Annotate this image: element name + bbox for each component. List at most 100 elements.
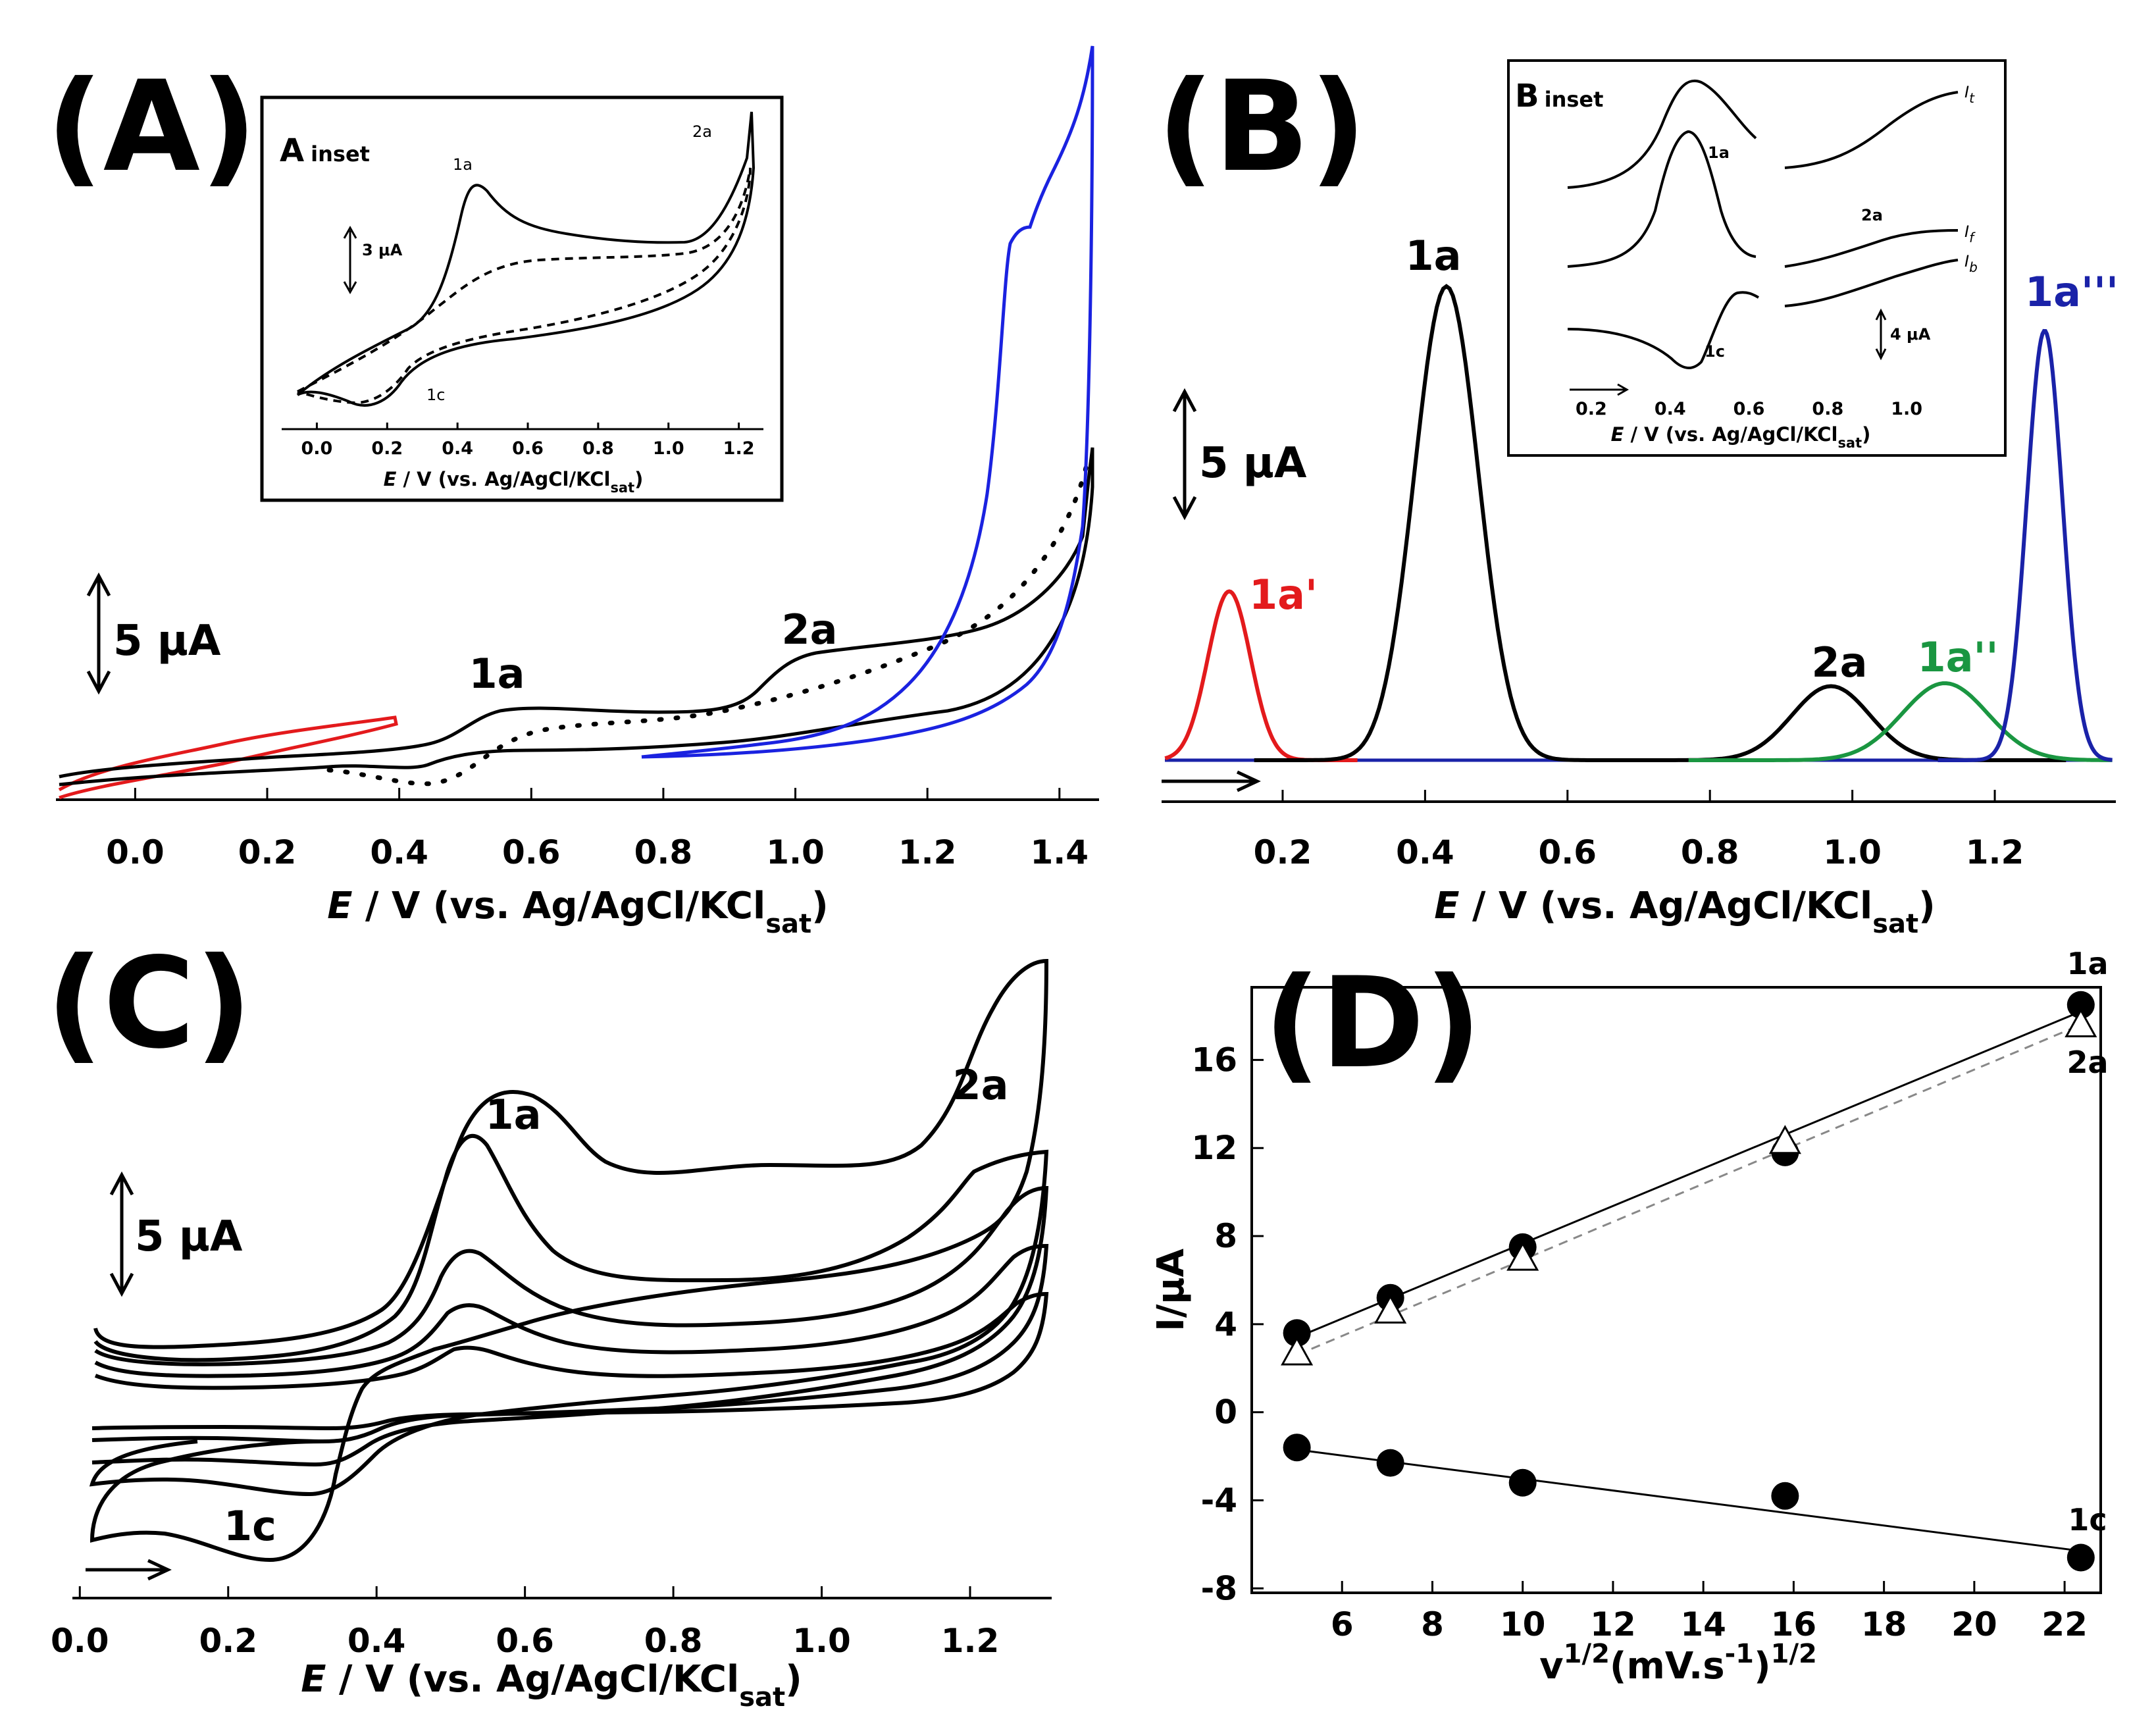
panel-a-black-cv (59, 447, 1094, 787)
panel-d: (D) 6 8 10 12 14 16 18 20 22 -8 -4 0 4 8 12 16 I/μA v1… (1150, 946, 2109, 1688)
panel-b-curve-2a (1596, 684, 2066, 762)
panel-a-inset-dashed-cv (297, 167, 752, 405)
panel-b-inset-curve-it (1567, 79, 1757, 189)
panel-d-x-axis-title: v1/2(mV.s-1)1/2 (1539, 1639, 1817, 1688)
panel-c-scale-label: 5 μA (135, 1212, 243, 1261)
panel-a-x-axis-title: E / V (vs. Ag/AgCl/KClsat) (327, 885, 828, 939)
panel-b-inset-label-ib: Ib (1964, 252, 1978, 275)
panel-d-y-tick-label: -4 (1200, 1481, 1237, 1519)
panel-b: (B) 0.2 0.4 0.6 0.8 1.0 1.2 E / V (vs. Ag/AgC… (1157, 54, 2118, 939)
panel-d-point-2a (1768, 1125, 1801, 1154)
panel-a-dotted-cv (326, 452, 1092, 787)
panel-a-inset-x-tick-label: 0.0 (301, 438, 333, 459)
panel-b-x-tick-label: 0.8 (1681, 833, 1739, 871)
panel-d-y-tick-label: 4 (1214, 1305, 1237, 1343)
panel-b-inset-x-tick-label: 0.2 (1576, 399, 1607, 419)
panel-c-cv-4 (91, 1243, 1049, 1444)
panel-c-cv-2 (89, 1133, 1049, 1497)
panel-a-blue-cv (641, 45, 1094, 759)
panel-d-fit-line-1a (1296, 1010, 2082, 1339)
panel-d-plot-area (1281, 991, 2097, 1572)
panel-a-red-cv (58, 715, 398, 800)
panel-b-x-tick-label: 0.4 (1396, 833, 1454, 871)
panel-d-x-tick-label: 12 (1590, 1605, 1636, 1643)
panel-c-cv-3 (91, 1185, 1049, 1467)
panel-b-label-2a: 2a (1812, 638, 1868, 686)
panel-b-letter: (B) (1157, 54, 1367, 199)
panel-b-x-tick-label: 1.0 (1823, 833, 1882, 871)
panel-a-x-ticks: 0.0 0.2 0.4 0.6 0.8 1.0 1.2 1.4 (106, 788, 1089, 871)
panel-b-curve-1a-double-prime (1688, 681, 2113, 762)
panel-a-x-tick-label: 0.8 (634, 833, 693, 871)
panel-a-inset-x-tick-label: 0.8 (582, 438, 614, 459)
panel-b-scale-bar: 5 μA (1172, 388, 1307, 521)
panel-c-x-tick-label: 0.4 (347, 1622, 406, 1660)
panel-a-x-tick-label: 1.4 (1031, 833, 1089, 871)
panel-d-x-tick-label: 10 (1500, 1605, 1546, 1643)
panel-b-curve-1a (1254, 284, 1639, 762)
panel-a-x-tick-label: 0.0 (106, 833, 165, 871)
panel-a-inset-x-tick-label: 1.2 (723, 438, 755, 459)
panel-b-inset-curve-it-right (1784, 91, 1959, 169)
panel-d-label-1c: 1c (2068, 1502, 2107, 1538)
panel-d-x-tick-label: 18 (1861, 1605, 1907, 1643)
panel-c-x-tick-label: 1.2 (941, 1622, 1000, 1660)
panel-c-peak-2a: 2a (953, 1061, 1009, 1109)
panel-c-x-tick-label: 0.2 (199, 1622, 257, 1660)
panel-a-inset-x-tick-label: 0.6 (512, 438, 544, 459)
panel-b-curve-1a-triple-prime (1938, 328, 2113, 762)
panel-d-x-tick-label: 8 (1421, 1605, 1444, 1643)
panel-a-x-tick-label: 0.6 (502, 833, 561, 871)
panel-c-cv-1 (90, 958, 1049, 1563)
panel-d-plot-frame (1250, 986, 2102, 1594)
panel-d-y-tick-label: 12 (1191, 1129, 1237, 1167)
panel-d-point-1a (2066, 991, 2095, 1019)
panel-d-x-tick-label: 16 (1771, 1605, 1817, 1643)
panel-b-inset-x-tick-label: 0.6 (1733, 399, 1765, 419)
panel-c-cv-5 (91, 1291, 1049, 1431)
panel-a-inset-solid-cv (296, 111, 756, 407)
panel-c-x-tick-label: 0.0 (51, 1622, 109, 1660)
panel-d-point-1c (1283, 1434, 1311, 1462)
panel-d-point-1c (2066, 1543, 2095, 1572)
panel-b-x-ticks: 0.2 0.4 0.6 0.8 1.0 1.2 (1165, 758, 2109, 871)
panel-d-fit-line-1c (1296, 1449, 2082, 1552)
panel-a-inset-label-1c: 1c (426, 386, 445, 404)
panel-d-point-1c (1376, 1449, 1404, 1477)
panel-d-label-1a: 1a (2066, 946, 2108, 981)
panel-a-inset-x-tick-label: 0.2 (371, 438, 403, 459)
panel-a-letter: (A) (46, 54, 257, 199)
panel-c-x-tick-label: 0.8 (644, 1622, 703, 1660)
panel-a-inset-x-axis-title: E / V (vs. Ag/AgCl/KClsat) (384, 468, 644, 496)
panel-d-x-tick-label: 20 (1951, 1605, 1997, 1643)
panel-c-peak-1c: 1c (224, 1502, 276, 1550)
panel-b-inset-x-axis-title: E / V (vs. Ag/AgCl/KClsat) (1611, 423, 1871, 451)
panel-c-scale-bar: 5 μA (109, 1171, 243, 1297)
panel-d-letter: (D) (1264, 950, 1481, 1096)
panel-b-label-1a-double-prime: 1a'' (1918, 633, 1999, 681)
panel-a: (A) 0.0 0.2 0.4 0.6 0.8 1.0 1.2 1.4 E / V (vs. … (46, 45, 1099, 939)
panel-a-scale-bar: 5 μA (86, 572, 221, 695)
panel-b-inset-label-it: It (1964, 83, 1975, 106)
panel-d-y-tick-label: 8 (1214, 1217, 1237, 1255)
panel-b-label-1a: 1a (1406, 232, 1462, 280)
panel-d-point-2a (1506, 1241, 1539, 1271)
panel-c-x-axis-title: E / V (vs. Ag/AgCl/KClsat) (301, 1658, 802, 1713)
panel-d-point-2a (2065, 1008, 2097, 1037)
panel-d-y-axis-title: I/μA (1150, 1248, 1193, 1331)
panel-d-x-tick-label: 14 (1680, 1605, 1726, 1643)
panel-a-inset-scale-bar: 3 μA (343, 225, 403, 295)
panel-a-inset-x-tick-label: 1.0 (653, 438, 684, 459)
panel-b-scale-label: 5 μA (1199, 439, 1307, 488)
panel-b-x-tick-label: 1.2 (1966, 833, 2024, 871)
panel-a-peak-2a: 2a (782, 606, 838, 654)
panel-c-direction-arrow (86, 1559, 172, 1581)
panel-b-inset-curve-if-right (1784, 229, 1959, 268)
panel-d-y-ticks: -8 -4 0 4 8 12 16 (1191, 1041, 1264, 1607)
panel-d-point-1c (1771, 1482, 1799, 1510)
